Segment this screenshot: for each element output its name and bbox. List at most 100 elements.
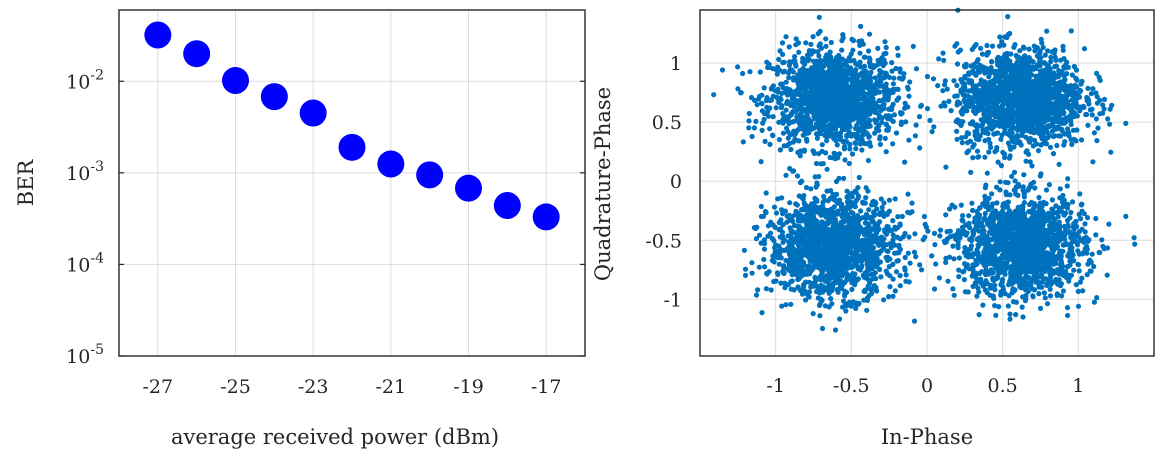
constellation-point	[835, 230, 841, 236]
constellation-point	[816, 106, 822, 113]
constellation-point	[825, 275, 831, 281]
constellation-point	[1086, 97, 1092, 103]
constellation-point	[837, 256, 843, 262]
constellation-point	[761, 246, 768, 252]
constellation-point	[842, 271, 848, 277]
constellation-point	[971, 94, 977, 100]
constellation-point	[865, 157, 872, 164]
constellation-point	[1005, 96, 1012, 102]
constellation-point	[801, 78, 807, 84]
constellation-point	[1050, 133, 1056, 140]
constellation-point	[786, 244, 793, 250]
constellation-point	[785, 70, 792, 76]
constellation-point	[1014, 54, 1020, 60]
constellation-point	[1001, 53, 1008, 59]
constellation-point	[969, 80, 975, 86]
constellation-point	[1081, 46, 1088, 52]
constellation-point	[924, 106, 931, 112]
ber-data-point	[493, 191, 521, 219]
constellation-point	[786, 262, 793, 268]
constellation-point	[794, 91, 800, 97]
constellation-point	[799, 232, 805, 238]
constellation-point	[1074, 127, 1080, 133]
constellation-point	[1011, 144, 1017, 150]
constellation-point	[1034, 108, 1040, 114]
constellation-point	[1033, 73, 1039, 79]
constellation-point	[813, 277, 819, 284]
constellation-point	[964, 130, 970, 136]
constellation-point	[1061, 56, 1067, 62]
constellation-point	[1011, 87, 1017, 93]
constellation-point	[978, 123, 984, 129]
constellation-point	[907, 260, 913, 266]
constellation-point	[878, 108, 884, 114]
constellation-point	[1101, 96, 1108, 102]
constellation-point	[946, 98, 952, 104]
constellation-point	[883, 81, 889, 87]
constellation-point	[903, 278, 909, 284]
constellation-point	[1065, 64, 1071, 70]
constellation-point	[842, 280, 848, 286]
constellation-point	[819, 93, 825, 99]
constellation-point	[797, 68, 803, 74]
constellation-point	[887, 284, 893, 290]
constellation-point	[832, 57, 838, 63]
constellation-point	[1071, 136, 1077, 142]
constellation-point	[866, 207, 872, 213]
constellation-point	[825, 239, 831, 245]
ber-data-point	[377, 150, 405, 178]
constellation-point	[1060, 102, 1066, 108]
constellation-point	[816, 76, 822, 82]
constellation-point	[1054, 142, 1060, 149]
constellation-point	[824, 249, 830, 255]
constellation-point	[1043, 141, 1050, 147]
constellation-point	[801, 147, 808, 153]
constellation-point	[1047, 115, 1053, 121]
constellation-point	[831, 256, 837, 262]
constellation-point	[802, 130, 808, 136]
constellation-point	[989, 43, 996, 49]
constellation-point	[837, 92, 844, 98]
constellation-point	[740, 70, 746, 77]
constellation-point	[809, 126, 815, 132]
constellation-point	[977, 81, 983, 87]
constellation-point	[789, 252, 796, 258]
constellation-point	[979, 51, 986, 57]
constellation-point	[787, 101, 793, 107]
constellation-point	[1075, 303, 1082, 309]
constellation-point	[778, 217, 784, 223]
constellation-point	[764, 95, 770, 101]
constellation-point	[735, 64, 741, 70]
constellation-point	[1009, 105, 1015, 111]
constellation-point	[768, 97, 775, 103]
constellation-point	[848, 85, 854, 91]
constellation-point	[774, 71, 780, 77]
constellation-point	[995, 159, 1001, 165]
constellation-point	[1053, 103, 1059, 109]
constellation-point	[1023, 158, 1029, 164]
constellation-point	[1052, 54, 1058, 60]
constellation-point	[851, 223, 858, 229]
constellation-point	[811, 69, 817, 75]
constellation-point	[878, 98, 884, 104]
constellation-point	[1069, 199, 1076, 205]
constellation-point	[842, 83, 848, 89]
constellation-point	[756, 232, 763, 238]
constellation-point	[816, 62, 822, 68]
constellation-point	[883, 149, 889, 155]
constellation-point	[863, 105, 869, 111]
constellation-point	[1032, 64, 1038, 70]
constellation-point	[1061, 110, 1067, 116]
constellation-point	[799, 194, 805, 200]
constellation-point	[1014, 132, 1020, 139]
constellation-point	[779, 195, 785, 201]
constellation-point	[905, 191, 911, 197]
constellation-point	[773, 210, 780, 216]
constellation-point	[1050, 120, 1056, 126]
constellation-point	[838, 262, 844, 269]
constellation-point	[808, 186, 814, 192]
constellation-point	[757, 69, 763, 75]
constellation-point	[1010, 139, 1016, 145]
constellation-point	[1028, 94, 1034, 100]
constellation-point	[741, 247, 748, 253]
